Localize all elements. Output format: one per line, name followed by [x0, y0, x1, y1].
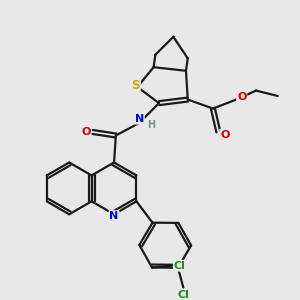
Text: H: H — [147, 120, 155, 130]
Text: O: O — [237, 92, 246, 102]
Text: N: N — [110, 211, 119, 221]
Text: S: S — [131, 79, 140, 92]
Text: Cl: Cl — [174, 261, 186, 271]
Text: O: O — [220, 130, 230, 140]
Text: N: N — [135, 114, 144, 124]
Text: Cl: Cl — [177, 290, 189, 300]
Text: O: O — [81, 127, 91, 137]
